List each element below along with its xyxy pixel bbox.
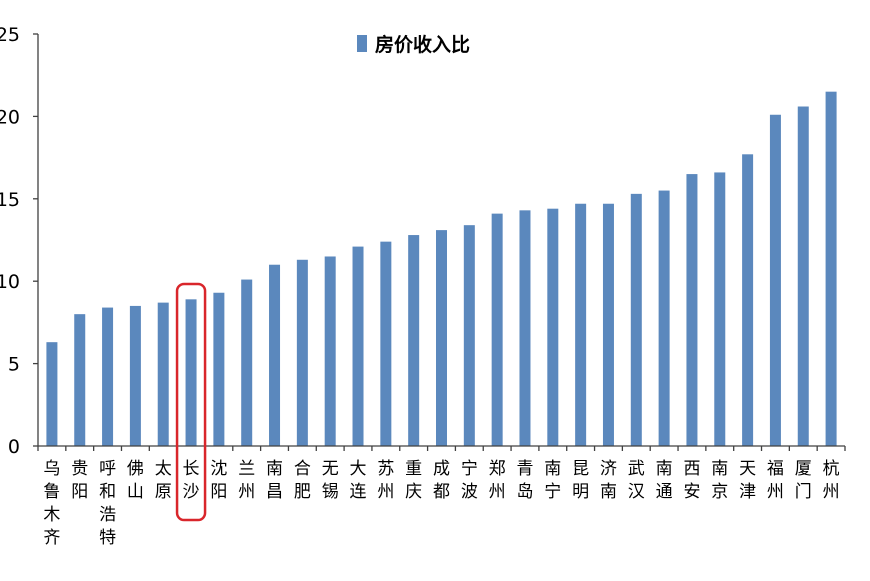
- bar: [185, 299, 197, 446]
- bar: [436, 230, 447, 446]
- y-tick-label: 10: [0, 271, 20, 293]
- x-tick-label: 大连: [350, 459, 367, 502]
- highlight-box: [175, 282, 207, 522]
- x-tick-label: 贵阳: [71, 459, 88, 502]
- bar: [547, 208, 559, 446]
- x-tick-label: 西安: [683, 459, 700, 502]
- bars-group: [46, 91, 837, 447]
- x-tick-label: 南通: [656, 459, 673, 502]
- y-tick-label: 15: [0, 189, 20, 211]
- bar: [491, 213, 503, 446]
- x-tick-label: 昆明: [572, 459, 589, 502]
- bar: [686, 174, 698, 446]
- x-labels-group: 乌鲁木齐贵阳呼和浩特佛山太原长沙沈阳兰州南昌合肥无锡大连苏州重庆成都宁波郑州青岛…: [43, 459, 839, 548]
- x-tick-label: 福州: [767, 459, 784, 502]
- bar: [408, 235, 420, 446]
- x-tick-label: 天津: [739, 459, 756, 502]
- x-tick-label: 乌鲁木齐: [43, 459, 60, 548]
- x-tick-label: 青岛: [516, 459, 533, 502]
- x-tick-label: 无锡: [322, 459, 339, 502]
- bar: [742, 154, 754, 446]
- legend: 房价收入比: [357, 33, 470, 56]
- bar: [352, 246, 364, 446]
- x-tick-label: 南宁: [544, 459, 561, 502]
- y-ticks-group: 0 5 10 15 20 25: [0, 24, 38, 458]
- x-tick-label: 郑州: [489, 459, 506, 502]
- bar: [380, 241, 392, 446]
- y-tick-label: 25: [0, 24, 20, 46]
- bar: [74, 314, 86, 446]
- y-tick-label: 0: [8, 436, 20, 458]
- x-tick-label: 宁波: [461, 459, 478, 502]
- bar: [825, 91, 837, 447]
- x-tick-label: 南昌: [266, 459, 283, 502]
- bar: [519, 210, 531, 446]
- bar: [630, 193, 642, 446]
- bar: [602, 203, 614, 446]
- bar: [157, 302, 169, 446]
- x-tick-label: 合肥: [294, 459, 311, 502]
- bar: [296, 259, 308, 446]
- x-tick-label: 长沙: [183, 459, 200, 502]
- x-tick-label: 苏州: [377, 459, 394, 502]
- x-tick-label: 呼和浩特: [99, 459, 116, 548]
- bar: [658, 190, 670, 446]
- x-tick-label: 武汉: [628, 459, 645, 502]
- x-tick-label: 沈阳: [210, 459, 227, 502]
- x-tick-label: 济南: [600, 459, 617, 502]
- y-tick-label: 20: [0, 106, 20, 128]
- legend-label: 房价收入比: [375, 33, 470, 56]
- x-tick-label: 杭州: [823, 459, 840, 502]
- legend-swatch: [357, 35, 367, 52]
- bar: [269, 264, 281, 446]
- bar: [575, 203, 587, 446]
- x-ticks-group: [37, 446, 846, 451]
- bar: [102, 307, 114, 446]
- x-tick-label: 南京: [711, 459, 728, 502]
- y-tick-label: 5: [8, 354, 20, 376]
- bar: [463, 225, 475, 446]
- x-tick-label: 兰州: [238, 459, 255, 502]
- x-tick-label: 成都: [433, 459, 450, 502]
- bar: [213, 292, 225, 446]
- x-tick-label: 太原: [155, 459, 172, 502]
- bar: [324, 256, 336, 446]
- x-tick-label: 厦门: [795, 459, 812, 502]
- bar: [797, 106, 809, 447]
- x-tick-label: 佛山: [127, 459, 144, 502]
- bar: [46, 342, 58, 446]
- bar: [714, 172, 726, 446]
- x-tick-label: 重庆: [405, 459, 422, 502]
- bar: [241, 279, 253, 446]
- bar: [129, 305, 141, 446]
- bar: [769, 114, 781, 446]
